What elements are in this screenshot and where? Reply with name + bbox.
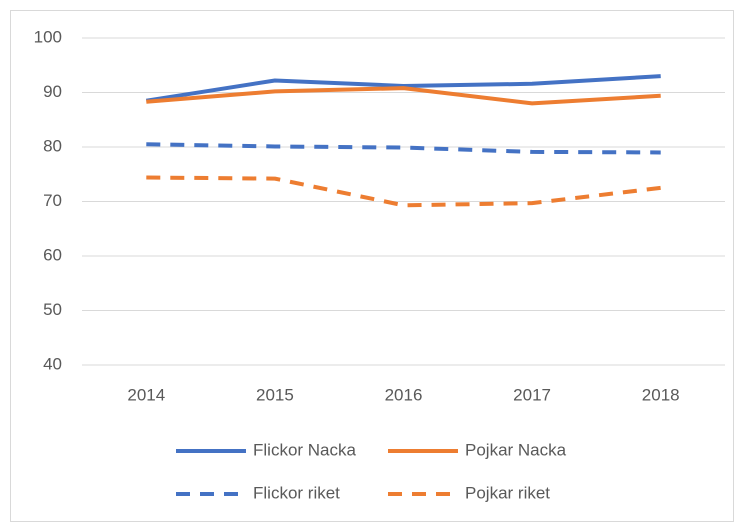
legend-label: Pojkar Nacka [465, 440, 567, 459]
x-tick-label: 2015 [256, 385, 294, 404]
legend-label: Flickor riket [253, 483, 340, 502]
y-tick-label: 50 [43, 300, 62, 319]
x-tick-label: 2014 [127, 385, 165, 404]
y-tick-label: 40 [43, 354, 62, 373]
y-tick-label: 90 [43, 82, 62, 101]
y-tick-label: 70 [43, 191, 62, 210]
y-tick-label: 60 [43, 245, 62, 264]
legend-label: Pojkar riket [465, 483, 550, 502]
legend-label: Flickor Nacka [253, 440, 357, 459]
y-tick-label: 80 [43, 136, 62, 155]
y-tick-label: 100 [34, 27, 62, 46]
x-tick-label: 2018 [642, 385, 680, 404]
x-tick-label: 2017 [513, 385, 551, 404]
data-line [146, 86, 661, 106]
data-line [145, 74, 661, 103]
chart-frame [10, 10, 734, 522]
x-tick-label: 2016 [385, 385, 423, 404]
data-line [146, 175, 661, 208]
data-line [146, 142, 661, 155]
